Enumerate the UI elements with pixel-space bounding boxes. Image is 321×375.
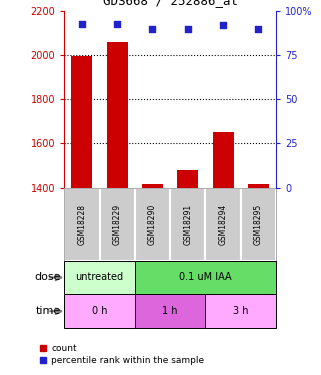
Text: time: time xyxy=(36,306,61,316)
Text: GSM18290: GSM18290 xyxy=(148,203,157,245)
Bar xyxy=(64,188,100,261)
Bar xyxy=(64,261,135,294)
Bar xyxy=(248,184,269,188)
Title: GDS668 / 252886_at: GDS668 / 252886_at xyxy=(103,0,238,7)
Text: GSM18229: GSM18229 xyxy=(113,204,122,245)
Point xyxy=(256,26,261,32)
Point xyxy=(150,26,155,32)
Text: GSM18295: GSM18295 xyxy=(254,203,263,245)
Text: 1 h: 1 h xyxy=(162,306,178,316)
Bar xyxy=(142,184,163,188)
Point xyxy=(185,26,190,32)
Bar xyxy=(71,56,92,188)
Point xyxy=(115,21,120,27)
Text: untreated: untreated xyxy=(75,273,124,282)
Bar xyxy=(135,261,276,294)
Legend: count, percentile rank within the sample: count, percentile rank within the sample xyxy=(37,340,208,369)
Text: 0.1 uM IAA: 0.1 uM IAA xyxy=(179,273,232,282)
Text: GSM18291: GSM18291 xyxy=(183,204,192,245)
Bar xyxy=(205,294,276,328)
Bar xyxy=(100,188,135,261)
Bar xyxy=(64,294,135,328)
Text: dose: dose xyxy=(34,273,61,282)
Bar xyxy=(135,294,205,328)
Text: GSM18294: GSM18294 xyxy=(219,203,228,245)
Bar xyxy=(107,42,128,188)
Text: 3 h: 3 h xyxy=(233,306,248,316)
Text: GSM18228: GSM18228 xyxy=(77,204,86,245)
Point xyxy=(79,21,84,27)
Bar xyxy=(205,188,241,261)
Bar xyxy=(241,188,276,261)
Text: 0 h: 0 h xyxy=(92,306,107,316)
Bar xyxy=(170,188,205,261)
Bar xyxy=(177,170,198,188)
Bar xyxy=(213,132,234,188)
Point xyxy=(221,22,226,28)
Bar xyxy=(135,188,170,261)
